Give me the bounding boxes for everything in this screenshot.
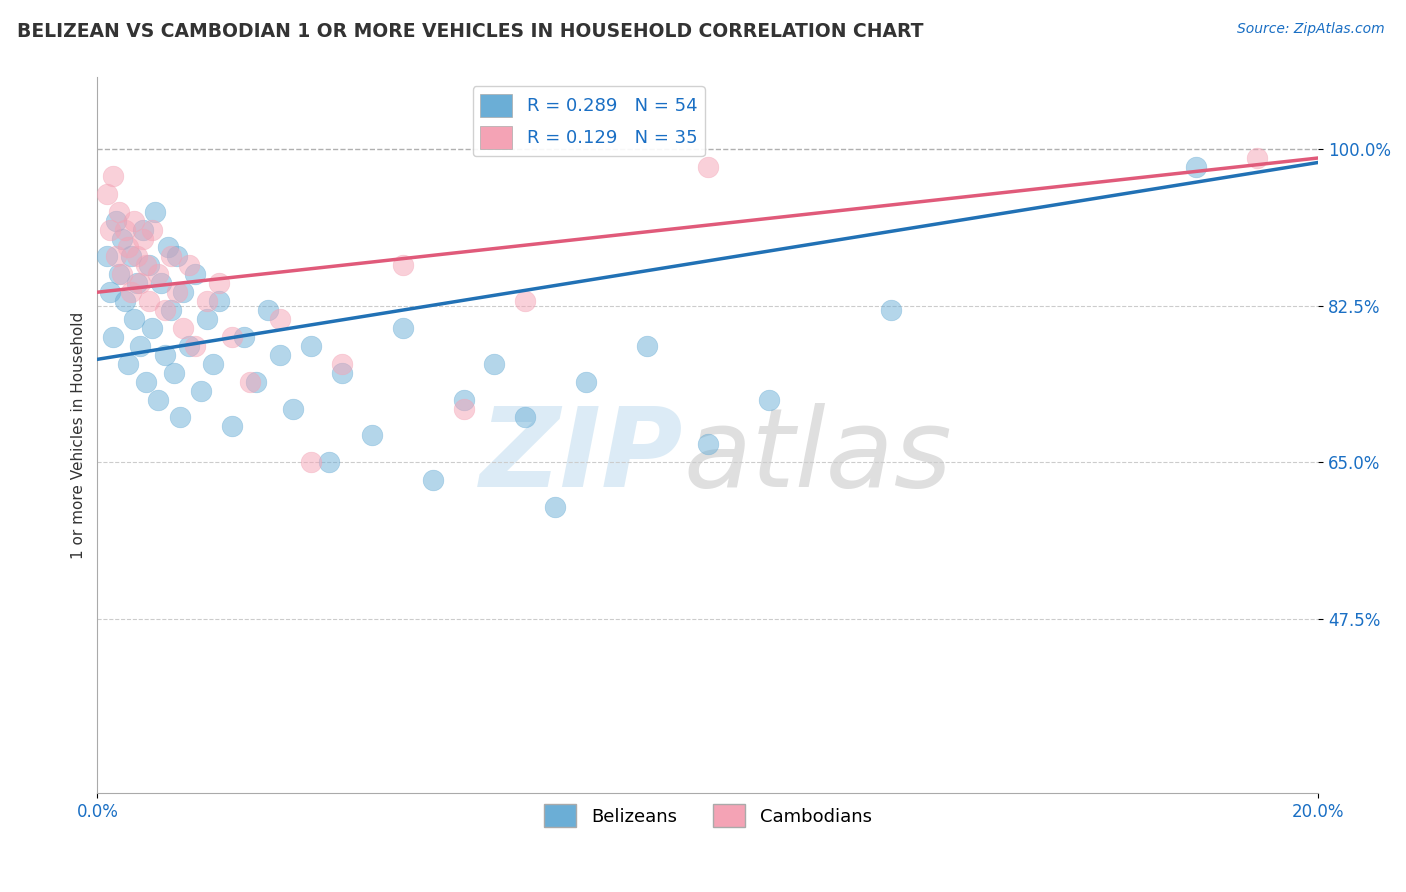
Point bbox=[111, 268, 134, 282]
Point bbox=[208, 277, 231, 291]
Point bbox=[98, 285, 121, 300]
Point bbox=[482, 357, 505, 371]
Point bbox=[98, 222, 121, 236]
Point bbox=[163, 366, 186, 380]
Point bbox=[195, 312, 218, 326]
Point bbox=[232, 330, 254, 344]
Point bbox=[184, 339, 207, 353]
Point bbox=[135, 375, 157, 389]
Point bbox=[172, 285, 194, 300]
Point bbox=[150, 277, 173, 291]
Point bbox=[1185, 160, 1208, 174]
Point bbox=[101, 330, 124, 344]
Point bbox=[880, 303, 903, 318]
Point bbox=[758, 392, 780, 407]
Point bbox=[202, 357, 225, 371]
Point bbox=[696, 437, 718, 451]
Point bbox=[120, 249, 142, 263]
Point bbox=[257, 303, 280, 318]
Point bbox=[281, 401, 304, 416]
Point bbox=[129, 277, 152, 291]
Point bbox=[330, 366, 353, 380]
Point bbox=[269, 348, 291, 362]
Point bbox=[1246, 151, 1268, 165]
Point bbox=[125, 277, 148, 291]
Point bbox=[132, 222, 155, 236]
Point bbox=[143, 204, 166, 219]
Point bbox=[135, 258, 157, 272]
Point bbox=[184, 268, 207, 282]
Point bbox=[513, 410, 536, 425]
Point bbox=[148, 268, 170, 282]
Point bbox=[117, 357, 139, 371]
Point bbox=[636, 339, 658, 353]
Point bbox=[104, 213, 127, 227]
Point bbox=[141, 321, 163, 335]
Point bbox=[96, 249, 118, 263]
Text: BELIZEAN VS CAMBODIAN 1 OR MORE VEHICLES IN HOUSEHOLD CORRELATION CHART: BELIZEAN VS CAMBODIAN 1 OR MORE VEHICLES… bbox=[17, 22, 924, 41]
Point bbox=[299, 339, 322, 353]
Point bbox=[269, 312, 291, 326]
Point bbox=[114, 294, 136, 309]
Point bbox=[159, 249, 181, 263]
Point bbox=[513, 294, 536, 309]
Point bbox=[117, 240, 139, 254]
Point bbox=[221, 419, 243, 434]
Point bbox=[221, 330, 243, 344]
Point bbox=[245, 375, 267, 389]
Point bbox=[153, 348, 176, 362]
Point bbox=[166, 285, 188, 300]
Point bbox=[239, 375, 262, 389]
Point bbox=[453, 401, 475, 416]
Point bbox=[120, 285, 142, 300]
Point bbox=[177, 339, 200, 353]
Point bbox=[544, 500, 567, 514]
Point bbox=[195, 294, 218, 309]
Point bbox=[129, 339, 152, 353]
Point bbox=[696, 160, 718, 174]
Point bbox=[107, 268, 129, 282]
Point bbox=[453, 392, 475, 407]
Point bbox=[148, 392, 170, 407]
Legend: Belizeans, Cambodians: Belizeans, Cambodians bbox=[537, 797, 879, 834]
Point bbox=[125, 249, 148, 263]
Point bbox=[96, 186, 118, 201]
Text: Source: ZipAtlas.com: Source: ZipAtlas.com bbox=[1237, 22, 1385, 37]
Point bbox=[141, 222, 163, 236]
Point bbox=[177, 258, 200, 272]
Point bbox=[575, 375, 598, 389]
Point bbox=[156, 240, 179, 254]
Point bbox=[159, 303, 181, 318]
Point bbox=[104, 249, 127, 263]
Point bbox=[153, 303, 176, 318]
Point bbox=[391, 258, 413, 272]
Y-axis label: 1 or more Vehicles in Household: 1 or more Vehicles in Household bbox=[72, 312, 86, 559]
Point bbox=[318, 455, 340, 469]
Point bbox=[361, 428, 384, 442]
Point bbox=[330, 357, 353, 371]
Point bbox=[169, 410, 191, 425]
Point bbox=[208, 294, 231, 309]
Text: ZIP: ZIP bbox=[479, 403, 683, 510]
Point bbox=[132, 231, 155, 245]
Point bbox=[138, 294, 160, 309]
Point bbox=[166, 249, 188, 263]
Point bbox=[114, 222, 136, 236]
Point bbox=[122, 312, 145, 326]
Point bbox=[122, 213, 145, 227]
Text: atlas: atlas bbox=[683, 403, 952, 510]
Point bbox=[422, 473, 444, 487]
Point bbox=[111, 231, 134, 245]
Point bbox=[101, 169, 124, 183]
Point bbox=[107, 204, 129, 219]
Point bbox=[391, 321, 413, 335]
Point bbox=[172, 321, 194, 335]
Point bbox=[138, 258, 160, 272]
Point bbox=[299, 455, 322, 469]
Point bbox=[190, 384, 212, 398]
